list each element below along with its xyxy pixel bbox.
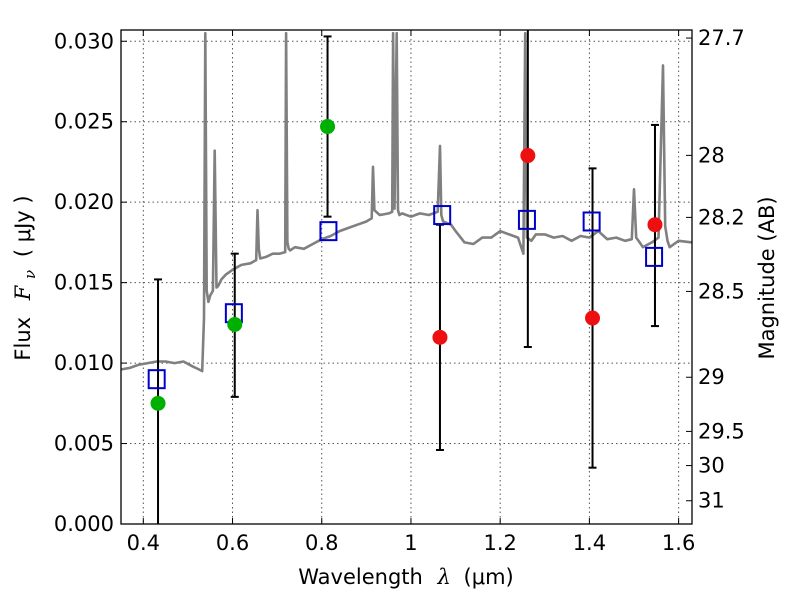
y-tick-label: 0.015 bbox=[54, 271, 114, 295]
detection-point bbox=[150, 395, 166, 411]
y2-tick-label: 29 bbox=[698, 365, 725, 389]
y-tick-label: 0.005 bbox=[54, 432, 114, 456]
y-axis-title-symbol: F bbox=[11, 284, 35, 301]
y2-tick-label: 29.5 bbox=[698, 419, 745, 443]
y2-tick-label: 30 bbox=[698, 454, 725, 478]
upper-limit-point bbox=[647, 217, 663, 233]
y-axis-title-text: Flux bbox=[11, 317, 35, 361]
x-tick-label: 0.8 bbox=[305, 531, 338, 555]
x-tick-label: 1 bbox=[404, 531, 417, 555]
y2-axis-title: Magnitude (AB) bbox=[755, 196, 779, 359]
model-photometry-point bbox=[645, 246, 664, 267]
y-axis-title: Flux F ν ( μJy ) bbox=[11, 195, 40, 360]
data-markers bbox=[147, 119, 664, 411]
y-axis-title-unit: ( μJy ) bbox=[11, 195, 35, 257]
x-axis-title-unit: (μm) bbox=[464, 565, 514, 589]
model-photometry-point bbox=[517, 209, 536, 230]
x-tick-label: 1.4 bbox=[573, 531, 606, 555]
y2-tick-label: 31 bbox=[698, 489, 725, 513]
upper-limit-point bbox=[432, 329, 448, 345]
y2-tick-label: 27.7 bbox=[698, 26, 745, 50]
y-axis-title-subscript: ν bbox=[21, 270, 39, 279]
upper-limit-point bbox=[585, 310, 601, 326]
model-photometry-point bbox=[147, 369, 166, 390]
y-tick-label: 0.010 bbox=[54, 351, 114, 375]
x-tick-label: 1.6 bbox=[662, 531, 695, 555]
x-axis-title: Wavelength λ (μm) bbox=[298, 565, 513, 589]
model-photometry-point bbox=[582, 211, 601, 232]
x-axis-title-symbol: λ bbox=[437, 565, 451, 589]
model-photometry-point bbox=[433, 205, 452, 226]
x-tick-label: 0.4 bbox=[127, 531, 160, 555]
y2-tick-label: 28.5 bbox=[698, 279, 745, 303]
y-tick-label: 0.025 bbox=[54, 110, 114, 134]
model-spectrum bbox=[120, 31, 693, 373]
detection-point bbox=[320, 119, 336, 135]
detection-point bbox=[227, 316, 243, 332]
error-bars bbox=[154, 30, 659, 524]
x-tick-label: 0.6 bbox=[216, 531, 249, 555]
y-tick-label: 0.030 bbox=[54, 29, 114, 53]
x-tick-label: 1.2 bbox=[483, 531, 516, 555]
y2-tick-label: 28.2 bbox=[698, 205, 745, 229]
y2-tick-label: 28 bbox=[698, 143, 725, 167]
model-spectrum-line bbox=[120, 31, 693, 373]
x-axis-title-text: Wavelength bbox=[298, 565, 423, 589]
upper-limit-point bbox=[520, 148, 536, 164]
y-tick-label: 0.020 bbox=[54, 190, 114, 214]
model-photometry-point bbox=[319, 221, 338, 242]
plot-frame bbox=[120, 29, 693, 525]
axis-ticks: 0.4 0.6 0.8 1 1.2 1.4 1.6 0.000 0.005 0.010 0.015 0… bbox=[54, 26, 745, 555]
y-tick-label: 0.000 bbox=[54, 512, 114, 536]
